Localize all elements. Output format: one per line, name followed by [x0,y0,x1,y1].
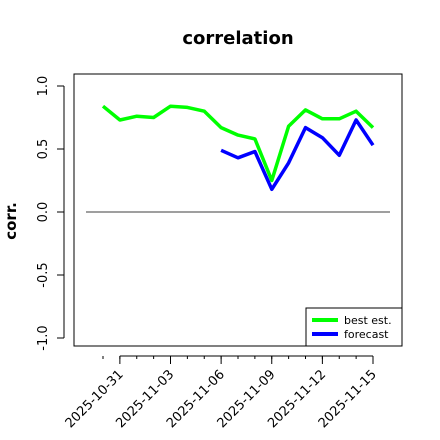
y-tick-label: -1.0 [36,325,51,350]
chart-title: correlation [182,28,293,49]
y-tick-label: -0.5 [36,262,51,287]
y-tick-label: 0.0 [36,202,51,223]
legend-label-forecast: forecast [344,328,389,341]
y-tick-label: 0.5 [36,139,51,160]
series-line-best-est [101,104,375,183]
plot-frame [73,73,403,347]
legend: best est. forecast [305,307,403,347]
legend-box [305,307,403,347]
y-tick-label: 1.0 [36,76,51,97]
legend-label-best-est: best est. [344,314,392,327]
y-axis-label: corr. [2,202,20,240]
series-line-forecast [220,118,375,192]
